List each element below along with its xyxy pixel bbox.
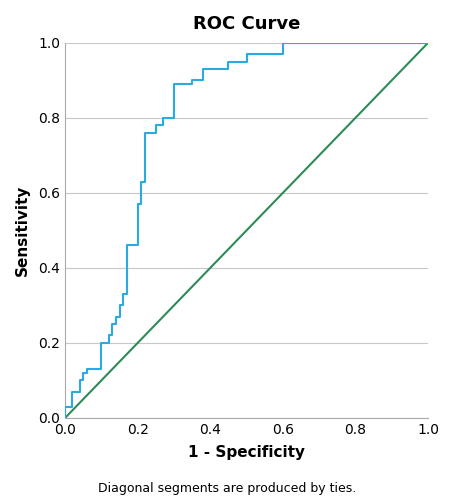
- Title: ROC Curve: ROC Curve: [193, 15, 300, 33]
- Text: Diagonal segments are produced by ties.: Diagonal segments are produced by ties.: [98, 482, 356, 495]
- X-axis label: 1 - Specificity: 1 - Specificity: [188, 445, 305, 460]
- Y-axis label: Sensitivity: Sensitivity: [15, 184, 30, 276]
